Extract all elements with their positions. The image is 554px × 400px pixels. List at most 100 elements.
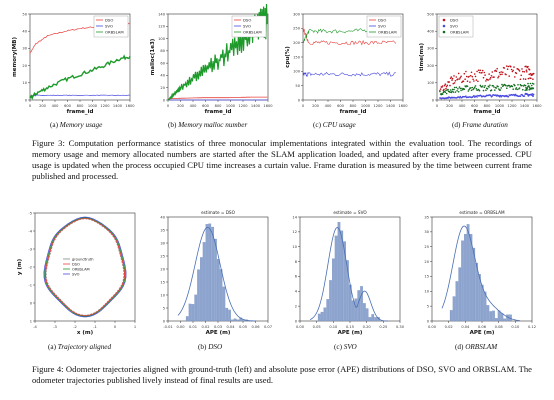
fig3d-xtick-label: 400 — [459, 104, 467, 108]
fig3d-xtick-label: 800 — [484, 104, 492, 108]
fig3d-point — [496, 67, 499, 70]
fig3d-point — [458, 97, 461, 99]
fig3d-series-dso — [439, 65, 535, 92]
fig3d-point — [498, 75, 500, 78]
fig3d-point — [512, 88, 514, 90]
fig4d-ytick-label: 10 — [424, 290, 429, 294]
fig3d-point — [490, 75, 493, 77]
fig4c-xtick-label: 0.05 — [313, 325, 321, 329]
fig3a-ytick-label: 20 — [22, 64, 27, 68]
fig3d-point — [522, 88, 524, 91]
fig3b-xtick-label: 1400 — [251, 104, 261, 108]
fig3d-point — [445, 92, 448, 95]
fig3d-point — [528, 68, 531, 71]
fig4d-ytick-label: 5 — [427, 304, 429, 308]
fig3d-point — [448, 81, 451, 83]
fig3b-xtick-label: 600 — [202, 104, 210, 108]
fig3c-xtick-label: 1400 — [386, 104, 396, 108]
fig3c-ytick-label: 300 — [293, 12, 301, 16]
fig3d-point — [528, 73, 530, 76]
fig3d-point — [470, 89, 473, 92]
fig3-panels: 0 200 400 600 800 1000 1200 1400 1600 0 10 20 30 40 50… — [0, 0, 554, 120]
fig4c-bar — [326, 299, 330, 322]
fig3d-point — [441, 93, 444, 95]
fig3d-point — [523, 95, 526, 97]
fig4b-bar — [191, 304, 195, 322]
fig3d-point — [528, 86, 531, 88]
fig3d-ytick-label: 400 — [427, 30, 435, 34]
fig4d-xtick-label: 0.00 — [428, 325, 437, 329]
fig3d-point — [489, 78, 491, 80]
fig3d-point — [530, 84, 533, 87]
fig3d-point — [466, 80, 469, 82]
fig3b-series-dso — [167, 96, 268, 100]
fig3d-point — [471, 86, 474, 89]
fig3c-xtick-label: 0 — [302, 104, 305, 108]
fig4d-xtick-label: 0.06 — [478, 325, 487, 329]
fig4b-bar — [185, 316, 189, 322]
fig3d-point — [521, 68, 523, 70]
fig4b-bar — [219, 269, 223, 322]
fig4a-caption: (a) Trajectory aligned — [48, 343, 112, 351]
fig4c-title: estimate = SVO — [333, 210, 367, 215]
fig3d-legend-marker — [442, 30, 446, 34]
fig4b-bar — [233, 318, 237, 322]
fig3b-legend-label: DSO — [243, 17, 251, 22]
fig4a-legend-label: DSO — [72, 262, 80, 266]
fig3b-ytick-label: 140 — [158, 12, 166, 16]
fig4-svg: -4 -3 -2 -1 0 110-1-2-3-4-5x (m)y (m) groundtr… — [17, 210, 536, 336]
fig3d-point — [498, 88, 500, 90]
fig3d-point — [501, 83, 503, 86]
fig4b-bar — [205, 224, 209, 322]
fig3d-point — [439, 90, 441, 93]
fig4a-legend-label: SVO — [72, 272, 80, 276]
fig3d-point — [481, 85, 484, 87]
fig3d-point — [469, 87, 472, 89]
fig4b-ytick-label: 20 — [160, 267, 165, 271]
fig3c-ylabel: cpu(%) — [285, 46, 291, 68]
fig3d-point — [532, 83, 535, 85]
fig4b-xtick-label: 0.03 — [214, 325, 222, 329]
fig4c-ytick-label: 0 — [295, 319, 298, 323]
fig3d-point — [446, 84, 449, 87]
fig4b-bar — [236, 319, 240, 322]
fig3d-ytick-label: 300 — [427, 47, 435, 51]
fig4b-bar — [200, 257, 203, 322]
fig3b-ytick-label: 40 — [160, 74, 165, 78]
fig3d-point — [517, 84, 519, 86]
fig3d-point — [479, 69, 482, 72]
fig3d-point — [495, 87, 498, 89]
fig3d-point — [512, 69, 514, 72]
fig3d-point — [462, 80, 465, 82]
fig4d-xtick-label: 0.10 — [511, 325, 520, 329]
fig4d-ytick-label: 25 — [424, 245, 429, 249]
fig4d-ytick-label: 30 — [424, 230, 429, 234]
fig4a-ytick-label: 0 — [30, 301, 33, 305]
fig3d-point — [463, 88, 466, 90]
fig4c-ytick-label: 8 — [295, 260, 298, 264]
fig3d-point — [473, 73, 476, 75]
fig3d-point — [485, 89, 487, 91]
fig3d-point — [488, 86, 490, 88]
fig4d-bar — [480, 284, 484, 322]
fig3a-xtick-label: 1600 — [125, 104, 135, 108]
fig4c-caption: (c) SVO — [334, 343, 357, 351]
fig3-caption-text: Figure 3: Computation performance statis… — [32, 138, 532, 181]
fig4a-legend-label: groundtruth — [72, 257, 94, 261]
fig4a-xtick-label: -2 — [73, 325, 77, 329]
fig3b-ytick-label: 80 — [160, 49, 165, 53]
fig3d-point — [493, 86, 495, 88]
fig4c-bar — [332, 258, 335, 322]
fig3a-legend-label: DSO — [105, 17, 113, 22]
fig4a-ytick-label: -4 — [28, 229, 32, 233]
fig4b-bar — [216, 258, 220, 322]
fig3d-ylabel: time(ms) — [419, 43, 425, 71]
fig4c-xtick-label: 0.00 — [296, 325, 305, 329]
fig3d-point — [468, 88, 470, 91]
fig3d-point — [523, 71, 526, 73]
fig4b-ytick-label: 40 — [160, 215, 165, 219]
fig3d-point — [479, 84, 482, 87]
fig3c-ytick-label: 150 — [293, 55, 301, 59]
fig3d-point — [461, 87, 463, 90]
